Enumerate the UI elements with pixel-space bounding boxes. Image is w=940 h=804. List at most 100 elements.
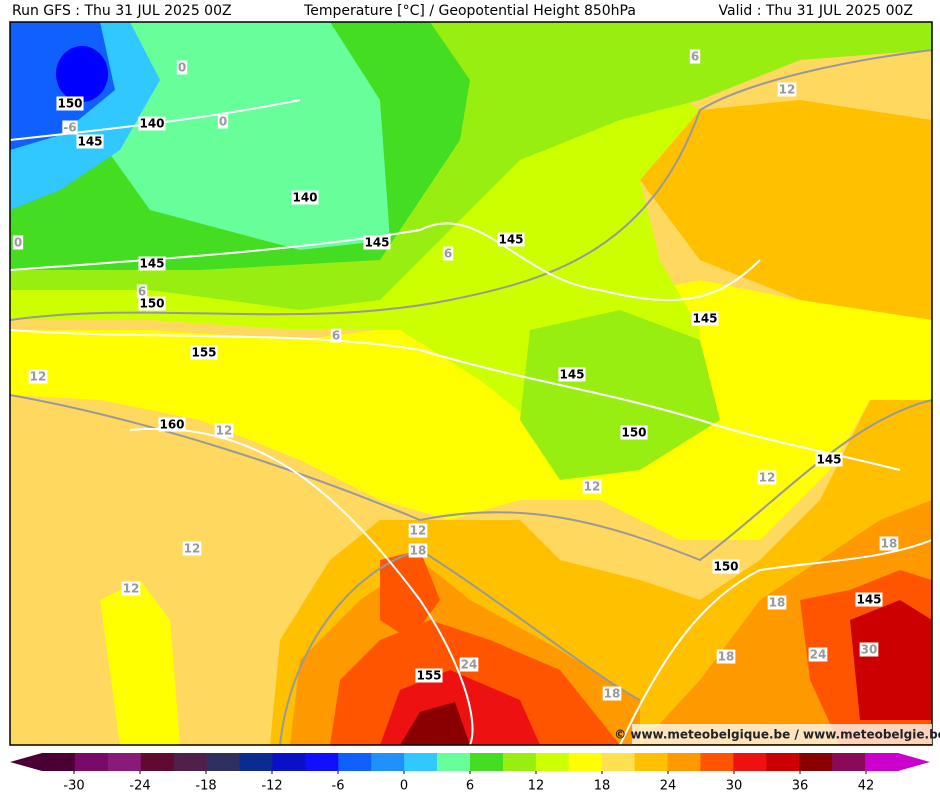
height-label-bg: [691, 311, 719, 326]
temperature-label-bg: [214, 423, 234, 438]
colorbar-box: [437, 753, 471, 771]
height-label-bg: [76, 134, 104, 149]
temperature-label-bg: [716, 649, 736, 664]
height-label: 145: [856, 593, 881, 607]
map-frame: [9, 21, 933, 746]
temperature-label-bg: [689, 49, 701, 64]
temperature-label-bg: [442, 246, 454, 261]
colorbar-tick-label: 6: [466, 779, 474, 794]
colorbar-box: [601, 753, 636, 771]
colorbar-box: [206, 753, 241, 771]
temperature-label: 6: [332, 329, 340, 343]
temperature-label: -6: [63, 121, 76, 135]
colorbar-tick-label: -18: [195, 779, 216, 794]
temperature-label: 6: [138, 285, 146, 299]
height-label: 145: [139, 257, 164, 271]
temperature-label: 24: [810, 648, 827, 662]
temperature-label: 12: [216, 424, 233, 438]
height-label: 145: [816, 453, 841, 467]
temperature-label-bg: [136, 284, 148, 299]
colorbar-box: [239, 753, 273, 771]
height-label: 155: [416, 669, 441, 683]
temperature-label-bg: [582, 479, 602, 494]
height-label-bg: [855, 592, 883, 607]
colorbar-box: [404, 753, 438, 771]
height-label: 150: [139, 297, 164, 311]
colorbar-box: [634, 753, 669, 771]
colorbar-box: [140, 753, 175, 771]
height-label: 140: [139, 117, 164, 131]
height-label: 150: [713, 560, 738, 574]
colorbar-box: [700, 753, 734, 771]
temperature-label: 12: [30, 370, 47, 384]
colorbar-box: [371, 753, 405, 771]
height-label-bg: [190, 345, 218, 360]
height-label-bg: [138, 296, 166, 311]
colorbar-tick-label: -24: [129, 779, 150, 794]
colorbar-tick-label: 0: [400, 779, 408, 794]
height-label: 150: [57, 97, 82, 111]
temperature-label-bg: [408, 523, 428, 538]
colorbar-box: [42, 753, 76, 771]
colorbar-box: [799, 753, 833, 771]
temperature-label-bg: [217, 114, 229, 129]
colorbar-box: [766, 753, 800, 771]
height-label: 160: [159, 418, 184, 432]
colorbar-box: [865, 753, 899, 771]
temperature-label: 12: [779, 83, 796, 97]
colorbar-box: [173, 753, 208, 771]
temperature-label-bg: [121, 581, 141, 596]
height-label: 145: [498, 233, 523, 247]
colorbar-box: [733, 753, 767, 771]
colorbar-box: [568, 753, 603, 771]
height-label-bg: [558, 367, 586, 382]
temperature-field: [10, 22, 932, 745]
temperature-label-bg: [62, 120, 78, 135]
temperature-label-bg: [602, 686, 622, 701]
colorbar-box: [535, 753, 570, 771]
temperature-label-bg: [330, 328, 342, 343]
height-label: 150: [621, 426, 646, 440]
colorbar-box: [667, 753, 701, 771]
temperature-label: 12: [123, 582, 140, 596]
temperature-label: 24: [461, 658, 478, 672]
temperature-label: 18: [718, 650, 735, 664]
height-label: 155: [191, 346, 216, 360]
temperature-label-bg: [757, 470, 777, 485]
temperature-label-bg: [459, 657, 479, 672]
height-label-bg: [291, 190, 319, 205]
colorbar-box: [338, 753, 372, 771]
temperature-label-bg: [12, 235, 24, 250]
temperature-label: 0: [14, 236, 22, 250]
height-label-bg: [620, 425, 648, 440]
height-label-bg: [363, 235, 391, 250]
colorbar-tick-label: -6: [332, 779, 345, 794]
colorbar-box: [502, 753, 537, 771]
colorbar-tick-label: -12: [261, 779, 282, 794]
height-label-bg: [158, 417, 186, 432]
colorbar-tick-label: 12: [528, 779, 545, 794]
temperature-label-bg: [879, 536, 899, 551]
temperature-label: 12: [410, 524, 427, 538]
height-label: 145: [559, 368, 584, 382]
colorbar-tick-label: 42: [858, 779, 875, 794]
temperature-label: 30: [861, 643, 878, 657]
temperature-label: 18: [410, 544, 427, 558]
height-label-bg: [712, 559, 740, 574]
temperature-label: 18: [881, 537, 898, 551]
credit-box: [632, 724, 932, 744]
temperature-label: 0: [178, 61, 186, 75]
height-label-bg: [815, 452, 843, 467]
height-label-bg: [497, 232, 525, 247]
temperature-label: 0: [219, 115, 227, 129]
colorbar-box: [107, 753, 142, 771]
map-title: Temperature [°C] / Geopotential Height 8…: [303, 3, 636, 19]
colorbar-arrow-right: [898, 753, 930, 771]
height-label-bg: [138, 116, 166, 131]
colorbar-tick-label: 36: [792, 779, 809, 794]
colorbar-box: [272, 753, 306, 771]
temperature-label-bg: [859, 642, 879, 657]
colorbar-tick-label: -30: [63, 779, 84, 794]
